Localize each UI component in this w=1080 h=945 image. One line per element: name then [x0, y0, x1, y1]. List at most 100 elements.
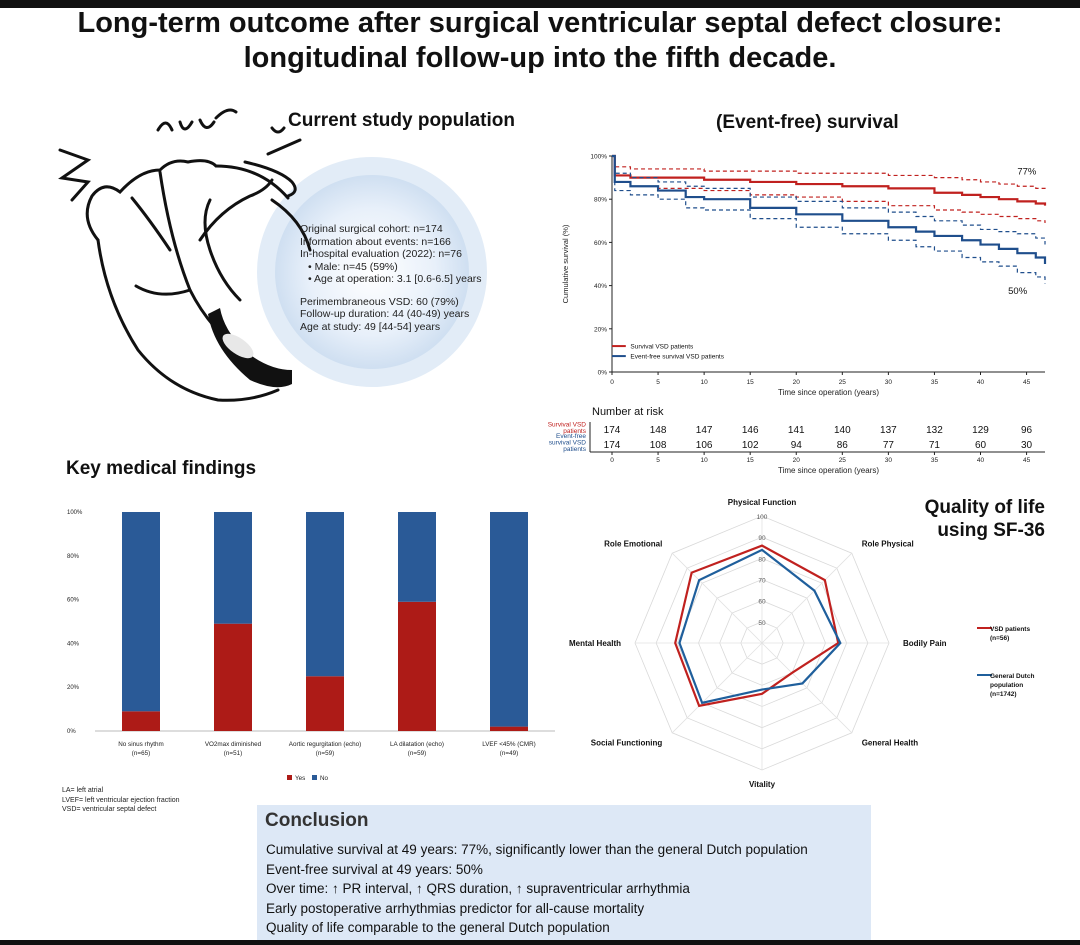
x-tick-label: 10: [701, 379, 709, 386]
risk-x-tick-label: 40: [977, 457, 985, 464]
bar-category-label: Aortic regurgitation (echo): [289, 741, 361, 748]
legend-yes-swatch: [287, 775, 292, 780]
bar-y-tick-label: 40%: [67, 641, 80, 647]
bar-category-n: (n=51): [224, 750, 242, 757]
risk-value: 106: [696, 440, 713, 451]
x-tick-label: 15: [747, 379, 755, 386]
risk-value: 137: [880, 425, 897, 436]
conclusion-list: Cumulative survival at 49 years: 77%, si…: [266, 840, 808, 938]
risk-value: 60: [975, 440, 987, 451]
radar-spoke: [761, 642, 853, 734]
radar-spoke: [761, 552, 853, 644]
qol-legend-label: (n=56): [990, 635, 1009, 642]
ci-lower-line: [612, 155, 1046, 284]
qol-legend-label: population: [990, 682, 1023, 689]
vsd-patch: [222, 333, 254, 359]
qol-heading-line1: Quality of life: [924, 497, 1045, 518]
radar-axis-label: Bodily Pain: [903, 639, 947, 648]
study-population-heading: Current study population: [288, 110, 515, 131]
bar-category-n: (n=59): [316, 750, 334, 757]
qol-legend-label: (n=1742): [990, 691, 1017, 698]
risk-value: 30: [1021, 440, 1033, 451]
x-tick-label: 25: [839, 379, 847, 386]
top-border: [0, 0, 1080, 8]
conclusion-box: [257, 805, 871, 940]
legend-label: Event-free survival VSD patients: [630, 354, 724, 361]
risk-value: 71: [929, 440, 941, 451]
bar-yes: [398, 601, 436, 731]
legend-no-label: No: [320, 775, 329, 782]
radar-series-vsd: [674, 544, 840, 708]
y-tick-label: 80%: [594, 197, 607, 204]
study-line: Information about events: n=166: [300, 235, 451, 248]
x-tick-label: 20: [793, 379, 801, 386]
risk-x-tick-label: 45: [1023, 457, 1031, 464]
bar-category-label: LA dilatation (echo): [390, 741, 444, 748]
x-tick-label: 5: [656, 379, 660, 386]
title-line-2: longitudinal follow-up into the fifth de…: [243, 42, 837, 74]
legend-label: Survival VSD patients: [630, 344, 694, 351]
risk-row-label: Survival VSD: [548, 422, 587, 429]
conclusion-item: Over time: ↑ PR interval, ↑ QRS duration…: [266, 881, 690, 896]
bar-no: [490, 512, 528, 727]
risk-x-axis-label: Time since operation (years): [778, 466, 879, 475]
bar-no: [214, 512, 252, 624]
ci-upper-line: [612, 155, 1046, 191]
y-tick-label: 0%: [598, 370, 608, 377]
qol-heading-line2: using SF-36: [937, 520, 1045, 541]
radar-axis-label: Physical Function: [728, 498, 797, 507]
bar-y-tick-label: 20%: [67, 685, 80, 691]
abbreviation: LA= left atrial: [62, 787, 104, 794]
y-tick-label: 100%: [590, 154, 607, 161]
conclusion-item: Early postoperative arrhythmias predicto…: [266, 900, 645, 916]
x-tick-label: 0: [610, 379, 614, 386]
conclusion-item: Quality of life comparable to the genera…: [266, 920, 610, 935]
study-line: Follow-up duration: 44 (40-49) years: [300, 308, 470, 320]
bar-y-tick-label: 80%: [67, 554, 80, 560]
info-circle-inner: [275, 175, 469, 369]
y-axis-label: Cumulative survival (%): [561, 224, 570, 303]
bar-category-n: (n=65): [132, 750, 150, 757]
radar-axis-label: Social Functioning: [591, 739, 663, 748]
bar-category-n: (n=59): [408, 750, 426, 757]
risk-x-tick-label: 0: [610, 457, 614, 464]
x-tick-label: 40: [977, 379, 985, 386]
bar-category-label: No sinus rhythm: [118, 741, 164, 748]
study-line: Original surgical cohort: n=174: [300, 223, 443, 235]
risk-value: 108: [650, 440, 667, 451]
ci-lower-line: [612, 155, 1046, 223]
heart-illustration: [58, 108, 487, 402]
risk-x-tick-label: 15: [747, 457, 755, 464]
risk-value: 86: [837, 440, 849, 451]
risk-value: 147: [696, 425, 713, 436]
risk-value: 174: [604, 425, 621, 436]
radar-axis-label: General Health: [862, 739, 919, 748]
bar-yes: [306, 676, 344, 731]
abbreviations: LA= left atrial LVEF= left ventricular e…: [62, 786, 180, 815]
risk-value: 148: [650, 425, 667, 436]
radar-axis-label: Role Physical: [862, 539, 914, 548]
bottom-border: [0, 940, 1080, 945]
y-tick-label: 40%: [594, 283, 607, 290]
ventricle-wall: [208, 308, 292, 388]
legend-no-swatch: [312, 775, 317, 780]
y-tick-label: 60%: [594, 240, 607, 247]
legend-yes-label: Yes: [295, 775, 305, 782]
bar-y-tick-label: 60%: [67, 598, 80, 604]
bar-y-tick-label: 100%: [67, 510, 83, 516]
bar-no: [122, 512, 160, 712]
x-axis-label: Time since operation (years): [778, 388, 879, 397]
risk-value: 146: [742, 425, 759, 436]
risk-row-label: Event-free: [556, 433, 586, 440]
radar-spoke: [671, 552, 763, 644]
radar-spoke: [671, 642, 763, 734]
study-line: • Age at operation: 3.1 [0.6-6.5] years: [308, 273, 482, 285]
x-tick-label: 35: [931, 379, 939, 386]
risk-x-tick-label: 25: [839, 457, 847, 464]
y-tick-label: 20%: [594, 326, 607, 333]
bar-yes: [122, 711, 160, 731]
conclusion-heading: Conclusion: [265, 810, 369, 831]
key-findings-heading: Key medical findings: [66, 458, 257, 479]
